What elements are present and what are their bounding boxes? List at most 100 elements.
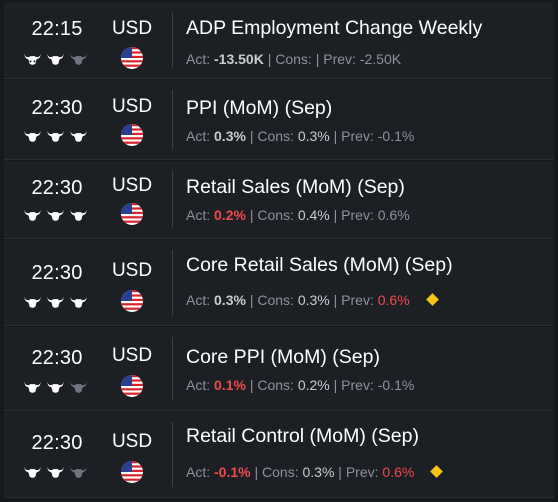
event-title: Retail Sales (MoM) (Sep) (186, 176, 405, 198)
event-time-block: 22:30 USD (4, 161, 172, 238)
event-currency: USD (111, 96, 153, 117)
consensus-value: 0.3% (297, 128, 330, 144)
bull-icon (23, 209, 42, 221)
event-time: 22:30 (31, 262, 83, 284)
event-values: Act: -13.50K | Cons: | Prev: -2.50K (186, 51, 402, 67)
previous-label: Prev: (341, 207, 374, 223)
event-currency: USD (111, 345, 153, 366)
actual-value: -0.1% (214, 464, 251, 480)
bull-icon (46, 381, 65, 393)
actual-value: 0.3% (214, 292, 246, 308)
actual-label: Act: (186, 51, 211, 67)
event-values: Act: 0.3% | Cons: 0.3% | Prev: -0.1% (186, 128, 415, 144)
revision-diamond-icon (425, 293, 439, 306)
us-flag-icon (121, 203, 143, 225)
consensus-label: Cons: (262, 464, 299, 480)
event-values: Act: 0.2% | Cons: 0.4% | Prev: 0.6% (186, 207, 410, 223)
event-title: Core Retail Sales (MoM) (Sep) (186, 254, 453, 276)
actual-label: Act: (186, 377, 211, 393)
event-time: 22:30 (31, 347, 83, 369)
consensus-label: Cons: (257, 292, 294, 308)
event-row[interactable]: 22:30 USD Retail Control (MoM) (Sep) (4, 412, 554, 498)
bull-icon (46, 296, 65, 308)
importance-rating (23, 465, 88, 479)
us-flag-icon (121, 47, 143, 69)
event-currency: USD (111, 431, 153, 452)
actual-value: 0.2% (214, 207, 246, 223)
bull-icon (23, 53, 42, 65)
event-currency: USD (111, 18, 153, 39)
actual-label: Act: (186, 464, 211, 480)
revision-diamond-icon (430, 465, 444, 478)
bull-icon (23, 466, 42, 478)
consensus-label: Cons: (257, 207, 294, 223)
consensus-value: 0.3% (297, 292, 330, 308)
event-values: Act: 0.1% | Cons: 0.2% | Prev: -0.1% (186, 377, 415, 393)
bull-icon (69, 296, 88, 308)
event-time-block: 22:30 USD (4, 327, 172, 410)
previous-label: Prev: (341, 128, 374, 144)
row-divider (172, 12, 173, 68)
row-divider (172, 171, 173, 228)
us-flag-icon (121, 461, 143, 483)
importance-rating (23, 208, 88, 222)
bull-icon-inactive (69, 466, 88, 478)
previous-label: Prev: (341, 377, 374, 393)
bull-icon (46, 130, 65, 142)
consensus-value: 0.4% (297, 207, 330, 223)
row-divider (172, 250, 173, 315)
event-time: 22:30 (31, 432, 83, 454)
actual-label: Act: (186, 128, 211, 144)
consensus-label: Cons: (257, 377, 294, 393)
bull-icon (69, 130, 88, 142)
previous-value: 0.6% (377, 207, 410, 223)
event-currency: USD (111, 260, 153, 281)
us-flag-icon (121, 375, 143, 397)
event-title: Retail Control (MoM) (Sep) (186, 425, 419, 447)
bull-icon-inactive (69, 381, 88, 393)
bull-icon (23, 130, 42, 142)
bull-icon (46, 53, 65, 65)
consensus-label: Cons: (257, 128, 294, 144)
event-title: PPI (MoM) (Sep) (186, 97, 333, 119)
previous-label: Prev: (345, 464, 379, 480)
event-row[interactable]: 22:30 USD Retail Sales (MoM) (Sep) (4, 161, 554, 239)
actual-value: 0.1% (214, 377, 246, 393)
actual-value: -13.50K (214, 51, 264, 67)
bull-icon-inactive (69, 53, 88, 65)
previous-label: Prev: (323, 51, 356, 67)
row-divider (172, 422, 173, 487)
previous-value: 0.6% (377, 292, 410, 308)
event-time: 22:30 (31, 177, 83, 199)
event-row[interactable]: 22:30 USD Core Retail Sales (MoM) (Sep) (4, 240, 554, 326)
event-time-block: 22:30 USD (4, 80, 172, 159)
event-time-block: 22:15 USD (4, 2, 172, 78)
bull-icon (46, 466, 65, 478)
previous-value: -0.1% (377, 377, 415, 393)
event-row[interactable]: 22:15 USD ADP Employment Change Weekly (4, 2, 554, 79)
row-divider (172, 90, 173, 149)
event-title: ADP Employment Change Weekly (186, 17, 483, 39)
actual-value: 0.3% (214, 128, 246, 144)
event-time: 22:30 (31, 97, 83, 119)
event-row[interactable]: 22:30 USD PPI (MoM) (Sep) Act: (4, 80, 554, 160)
bull-icon (69, 209, 88, 221)
previous-label: Prev: (341, 292, 374, 308)
event-title: Core PPI (MoM) (Sep) (186, 346, 380, 368)
consensus-label: Cons: (275, 51, 312, 67)
event-values: Act: -0.1% | Cons: 0.3% | Prev: 0.6% (186, 464, 444, 480)
previous-value: -2.50K (359, 51, 402, 67)
actual-label: Act: (186, 207, 211, 223)
importance-rating (23, 52, 88, 66)
event-values: Act: 0.3% | Cons: 0.3% | Prev: 0.6% (186, 292, 439, 308)
event-time: 22:15 (31, 18, 83, 40)
event-row[interactable]: 22:30 USD Core PPI (MoM) (Sep) A (4, 327, 554, 411)
importance-rating (23, 129, 88, 143)
bull-icon (46, 209, 65, 221)
consensus-value: 0.3% (302, 464, 335, 480)
event-time-block: 22:30 USD (4, 240, 172, 325)
event-currency: USD (111, 175, 153, 196)
us-flag-icon (121, 290, 143, 312)
event-time-block: 22:30 USD (4, 412, 172, 497)
